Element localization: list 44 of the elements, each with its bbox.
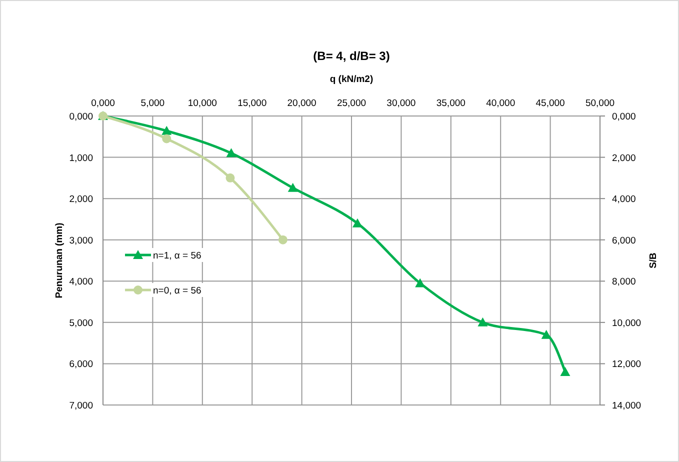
x-tick-label: 30,000: [386, 98, 416, 109]
point: [352, 218, 362, 228]
x-tick-label: 20,000: [287, 98, 316, 109]
y2-tick-label: 4,000: [612, 194, 636, 206]
y-tick-label: 3,000: [69, 235, 93, 246]
y2-tick-label: 6,000: [612, 235, 636, 246]
chart-title: (B= 4, d/B= 3): [313, 49, 390, 63]
legend-label: n=1, α = 56: [153, 250, 202, 262]
point: [226, 173, 235, 182]
x-tick-label: 25,000: [336, 98, 366, 109]
point: [415, 278, 426, 288]
y2-tick-label: 2,000: [612, 152, 636, 164]
point: [560, 366, 570, 376]
y-tick-label: 6,000: [69, 359, 93, 370]
y2-tick-label: 14,000: [612, 400, 642, 412]
y2-tick-label: 12,000: [612, 359, 642, 370]
x-tick-label: 0,000: [91, 98, 115, 109]
legend-label: n=0, α = 56: [153, 286, 202, 296]
x-tick-label: 35,000: [436, 98, 466, 109]
point: [226, 148, 236, 158]
point: [162, 134, 172, 144]
y-tick-label: 7,000: [69, 400, 93, 412]
point: [541, 330, 552, 339]
y-axis-title: Penurunan (mm): [54, 222, 65, 298]
y-tick-label: 5,000: [69, 318, 93, 329]
x-axis-title: q (kN/m2): [330, 74, 374, 85]
point: [288, 182, 298, 192]
x-tick-label: 5,000: [140, 98, 165, 109]
point: [478, 317, 488, 326]
y-tick-label: 4,000: [69, 276, 93, 288]
x-tick-label: 40,000: [486, 98, 516, 109]
point: [162, 126, 172, 135]
x-tick-label: 45,000: [536, 98, 565, 109]
y-tick-label: 0,000: [69, 112, 93, 122]
x-tick-label: 50,000: [585, 98, 615, 109]
y-tick-label: 2,000: [69, 194, 93, 206]
x-tick-label: 10,000: [188, 98, 217, 109]
point: [278, 235, 288, 244]
y2-tick-label: 0,000: [612, 112, 636, 122]
y-tick-label: 1,000: [69, 152, 93, 164]
y2-tick-label: 10,000: [612, 318, 642, 329]
y2-tick-label: 8,000: [612, 276, 636, 288]
x-tick-label: 15,000: [238, 98, 267, 109]
y2-axis-title: S/B: [648, 252, 659, 268]
